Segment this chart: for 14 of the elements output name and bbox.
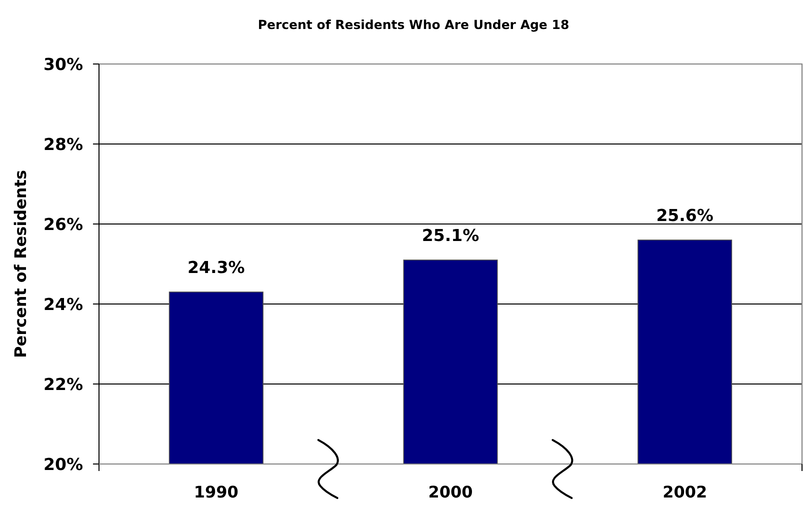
y-tick-label: 28% <box>44 134 84 154</box>
y-tick-label: 22% <box>44 374 84 394</box>
y-axis-title: Percent of Residents <box>11 170 30 358</box>
x-tick-label: 2002 <box>662 482 708 502</box>
y-tick-label: 24% <box>44 294 84 314</box>
x-tick-label: 1990 <box>194 482 238 502</box>
y-tick-label: 20% <box>44 454 84 474</box>
y-tick-label: 26% <box>44 214 84 234</box>
data-label: 24.3% <box>188 258 246 277</box>
x-tick-label: 2000 <box>428 482 473 502</box>
y-tick-label: 30% <box>44 54 84 74</box>
data-label: 25.6% <box>656 206 714 225</box>
chart-title: Percent of Residents Who Are Under Age 18 <box>258 17 570 32</box>
data-label: 25.1% <box>422 226 480 245</box>
